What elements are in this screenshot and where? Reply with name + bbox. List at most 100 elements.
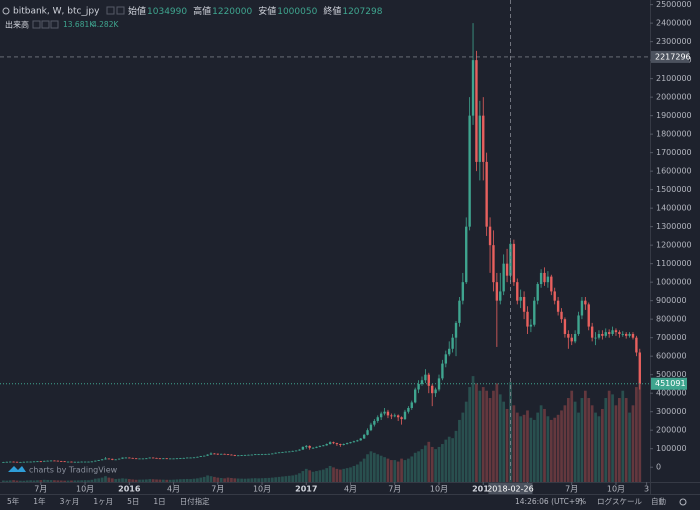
volume-bar (434, 449, 437, 482)
candle-body (260, 454, 264, 456)
volume-bar (618, 398, 621, 482)
volume-bar (427, 441, 431, 482)
candle-body (199, 456, 202, 457)
range-button[interactable]: 5日 (127, 497, 139, 506)
candle-body (165, 458, 168, 460)
candle-body (22, 461, 26, 463)
candle-body (5, 461, 8, 463)
candle-body (417, 383, 420, 390)
range-button[interactable]: 1年 (33, 496, 46, 506)
y-tick-label: 0 (656, 463, 661, 472)
volume-bar (549, 419, 553, 482)
candle-body (328, 442, 332, 445)
volume-bar (553, 417, 557, 482)
candle-body (499, 291, 502, 301)
candle-body (202, 455, 206, 457)
watermark[interactable]: charts by TradingView (29, 466, 118, 475)
volume-bar (264, 478, 267, 482)
candle-body (621, 333, 624, 335)
candle-body (216, 453, 219, 455)
volume-bar (199, 477, 203, 482)
range-button[interactable]: 5年 (7, 496, 20, 506)
candle-body (94, 460, 97, 462)
volume-bar (468, 387, 471, 482)
header-icon[interactable] (116, 6, 125, 15)
log-button[interactable]: ログスケール (597, 496, 642, 506)
volume-bar (458, 419, 461, 482)
volume-bar (301, 471, 305, 482)
candle-body (519, 296, 522, 301)
volume-bar (311, 471, 315, 482)
candle-body (111, 458, 114, 460)
candle-body (604, 332, 607, 336)
y-tick-label: 800000 (656, 315, 687, 324)
candle-body (240, 455, 243, 456)
candle-body (577, 315, 580, 334)
candle-body (437, 378, 441, 390)
volume-bar (97, 478, 101, 482)
candle-body (237, 455, 240, 457)
volume-bar (93, 478, 97, 482)
range-button[interactable]: 1日 (153, 497, 165, 506)
volume-bar (488, 398, 492, 482)
candle-body (349, 442, 352, 444)
ohlc-label: 終値 (323, 5, 341, 17)
candle-body (444, 354, 448, 364)
candle-body (291, 450, 294, 452)
volume-bar (12, 480, 15, 482)
range-button[interactable]: 3ヶ月 (60, 497, 80, 506)
percent-button[interactable]: % (579, 497, 586, 506)
volume-bar (451, 438, 454, 482)
volume-ma-value: 4.282K (92, 20, 119, 29)
range-button[interactable]: 日付指定 (180, 496, 210, 506)
volume-bar (349, 467, 352, 482)
header-icon[interactable] (106, 6, 115, 15)
volume-bar (570, 390, 574, 482)
ohlc-value: 1220000 (212, 7, 252, 17)
candle-body (100, 459, 104, 461)
candle-body (587, 304, 590, 327)
candle-body (580, 300, 584, 316)
collapse-icon[interactable] (2, 7, 10, 15)
volume-bar (196, 478, 199, 482)
y-tick-label: 1300000 (656, 222, 692, 231)
candle-body (90, 461, 94, 463)
candle-body (158, 458, 162, 460)
candle-body (83, 461, 87, 463)
volume-bar (270, 477, 274, 482)
candle-body (87, 461, 90, 463)
volume-bar (420, 449, 424, 482)
volume-bar (577, 412, 580, 482)
volume-bar (424, 445, 427, 482)
header-icon[interactable] (41, 20, 50, 29)
ohlc-legend: 始値1034990 高値1220000 安値1000050 終値1207298 (128, 5, 383, 17)
auto-button[interactable]: 自動 (651, 496, 666, 506)
y-tick-label: 1000000 (656, 278, 692, 287)
volume-bar (563, 405, 567, 482)
volume-bar (42, 479, 46, 482)
volume-bar (338, 469, 342, 482)
volume-bar (230, 477, 233, 482)
volume-bar (158, 479, 162, 482)
header-icon[interactable] (50, 20, 59, 29)
y-tick-label: 1100000 (656, 259, 692, 268)
volume-bar (66, 480, 70, 482)
candle-body (172, 458, 175, 460)
candle-body (26, 461, 29, 463)
range-button[interactable]: 1ヶ月 (93, 497, 113, 506)
candle-body (362, 434, 366, 439)
volume-bar (161, 479, 165, 482)
candle-body (332, 442, 335, 444)
candle-body (614, 330, 618, 333)
volume-bar (141, 479, 145, 482)
volume-bar (80, 480, 84, 482)
volume-bar (481, 387, 485, 482)
candle-body (250, 454, 254, 456)
candle-body (482, 115, 485, 162)
volume-bar (22, 480, 26, 482)
header-icon[interactable] (32, 20, 41, 29)
candle-body (32, 461, 36, 463)
settings-button[interactable] (679, 498, 687, 506)
volume-bar (400, 458, 403, 482)
